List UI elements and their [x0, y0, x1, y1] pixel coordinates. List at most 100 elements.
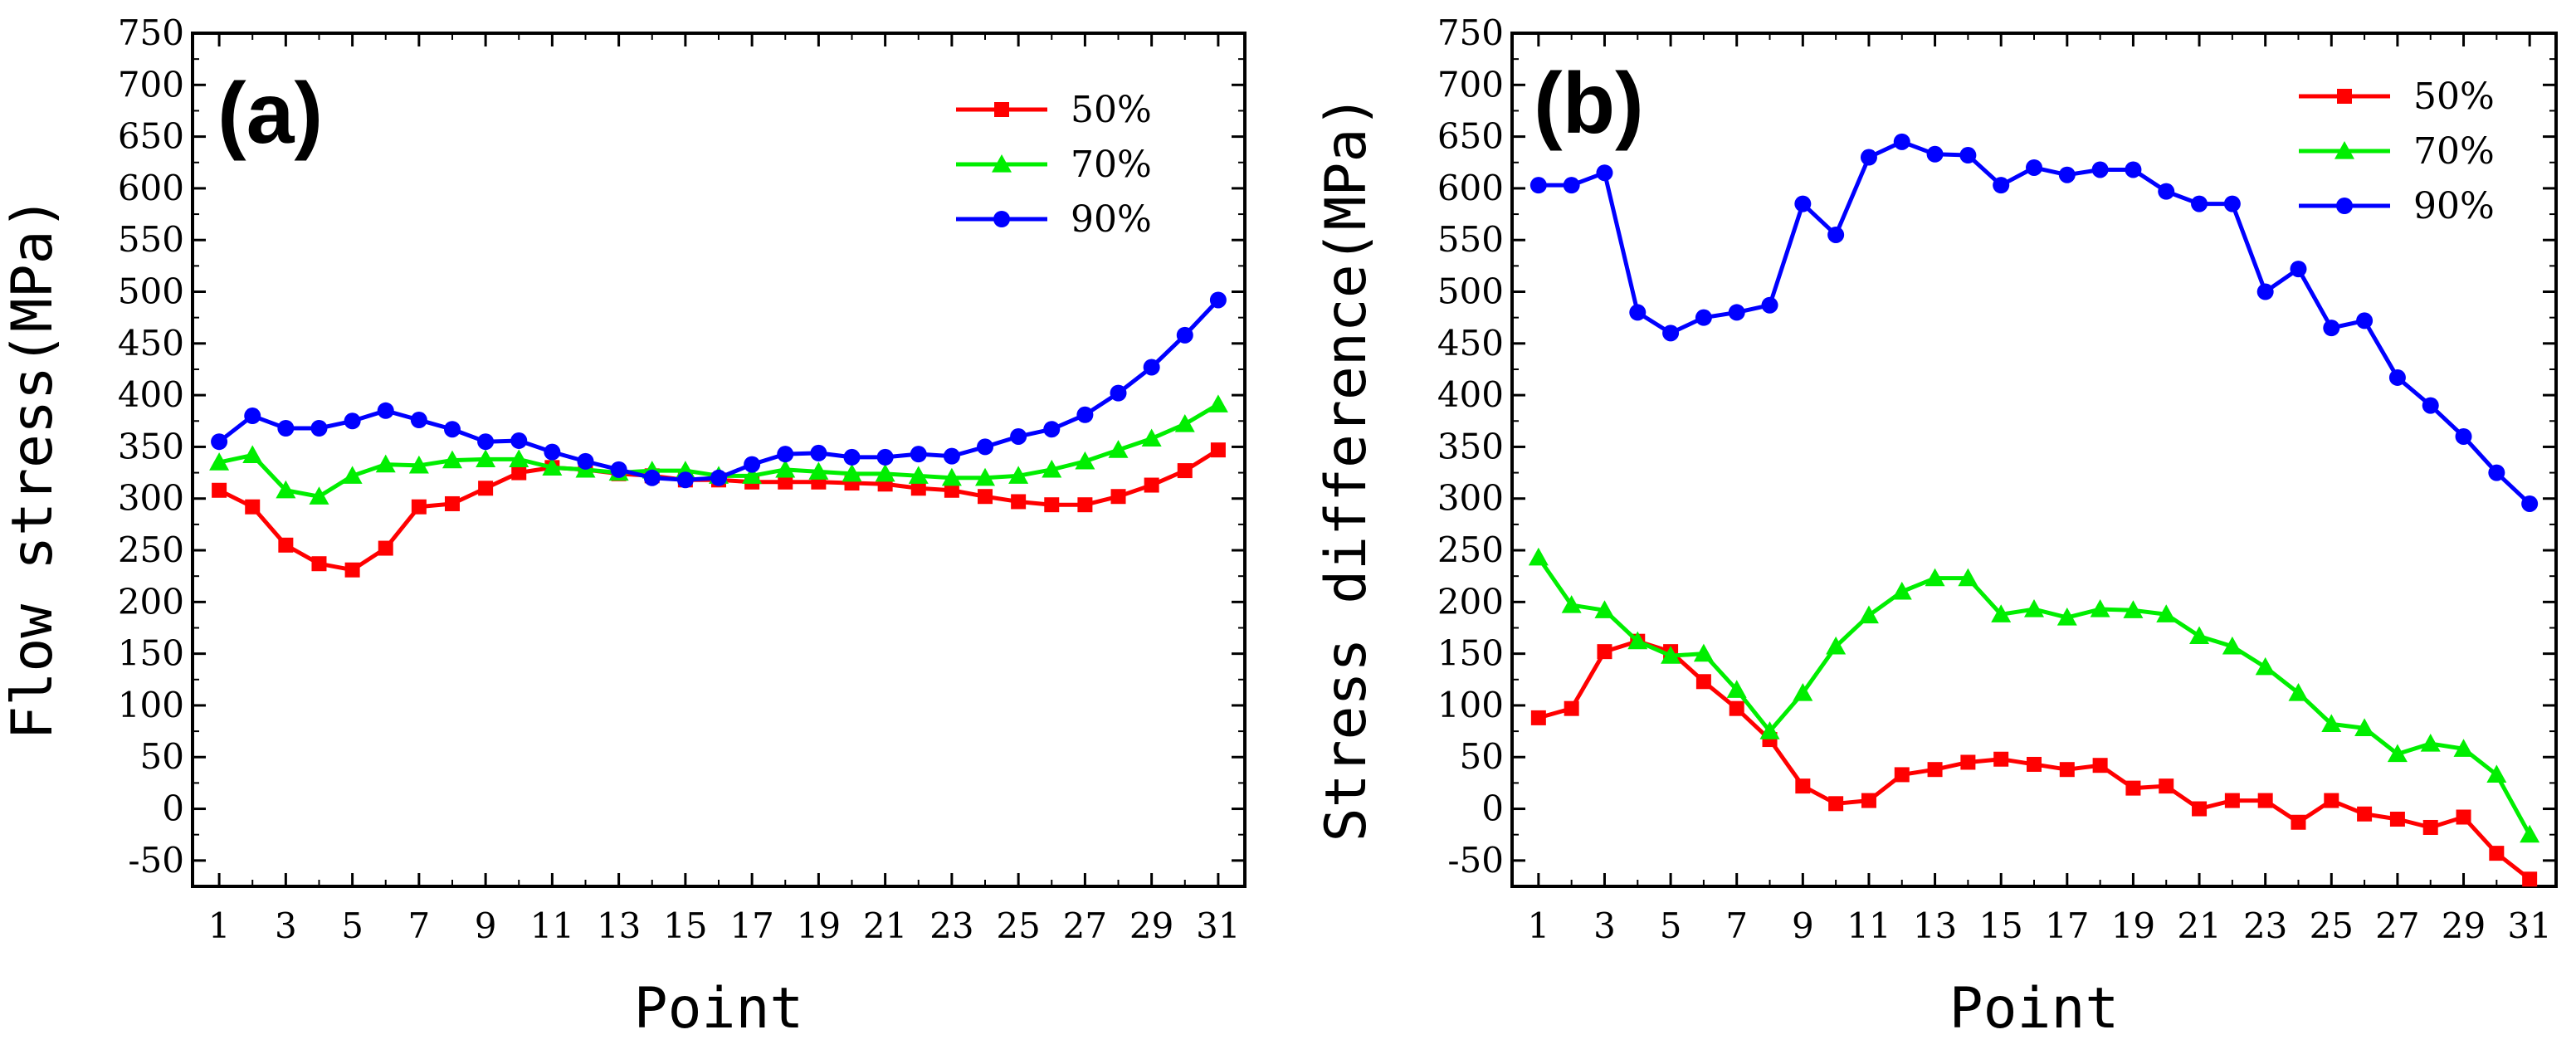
- y-tick-label: 350: [118, 426, 184, 466]
- legend-label: 70%: [1071, 144, 1152, 186]
- legend-label: 90%: [1071, 198, 1152, 241]
- data-point-70%: [1042, 459, 1062, 478]
- data-point-90%: [2356, 312, 2374, 329]
- y-tick-label: 350: [1437, 426, 1504, 466]
- data-point-70%: [2255, 656, 2276, 676]
- data-point-70%: [975, 467, 996, 486]
- y-tick-label: 50: [140, 736, 184, 777]
- x-tick-label: 27: [2375, 905, 2419, 946]
- data-point-90%: [2521, 495, 2539, 512]
- x-tick-label: 21: [863, 905, 907, 946]
- data-point-70%: [1661, 646, 1681, 664]
- y-tick-label: 300: [118, 478, 184, 519]
- data-point-70%: [775, 459, 796, 478]
- data-point-50%: [1828, 796, 1844, 812]
- legend-marker-70%: [2334, 141, 2354, 159]
- y-tick-label: -50: [1447, 840, 1504, 881]
- y-axis-title: Flow stress(MPa): [0, 196, 66, 739]
- data-point-90%: [1563, 177, 1580, 194]
- data-point-90%: [1728, 304, 1745, 321]
- x-tick-label: 5: [1660, 905, 1682, 946]
- data-point-50%: [2324, 793, 2339, 808]
- data-point-90%: [2191, 195, 2208, 212]
- x-tick-label: 29: [1129, 905, 1173, 946]
- data-point-90%: [1629, 304, 1647, 321]
- data-point-50%: [2125, 780, 2141, 796]
- data-point-50%: [2422, 819, 2438, 835]
- x-tick-label: 29: [2442, 905, 2486, 946]
- data-point-50%: [944, 482, 959, 498]
- y-tick-label: 600: [118, 168, 184, 208]
- data-point-50%: [1110, 489, 1126, 505]
- y-tick-label: 550: [118, 219, 184, 260]
- x-tick-label: 7: [407, 905, 430, 946]
- data-point-90%: [2058, 166, 2076, 183]
- data-point-50%: [411, 499, 427, 515]
- data-point-70%: [2090, 599, 2110, 617]
- data-point-50%: [1993, 751, 2009, 767]
- data-point-90%: [1893, 133, 1910, 150]
- data-point-50%: [2092, 758, 2108, 774]
- x-tick-label: 9: [1792, 905, 1814, 946]
- data-point-90%: [710, 469, 727, 486]
- data-point-50%: [511, 465, 527, 481]
- data-point-90%: [1926, 145, 1944, 163]
- data-point-70%: [2486, 764, 2507, 783]
- x-tick-label: 23: [929, 905, 973, 946]
- x-tick-label: 15: [663, 905, 707, 946]
- data-point-50%: [478, 481, 494, 496]
- data-point-50%: [1894, 767, 1910, 783]
- data-point-50%: [1597, 644, 1612, 660]
- x-tick-label: 1: [208, 905, 231, 946]
- data-point-70%: [1826, 636, 1847, 655]
- data-point-70%: [2321, 714, 2342, 732]
- data-point-50%: [2224, 793, 2240, 808]
- x-tick-label: 15: [1978, 905, 2022, 946]
- data-point-70%: [209, 452, 230, 471]
- data-point-70%: [1561, 595, 1582, 613]
- y-tick-label: 300: [1437, 478, 1504, 519]
- data-point-70%: [2420, 734, 2441, 752]
- data-point-70%: [2189, 626, 2210, 645]
- data-point-70%: [1008, 466, 1029, 484]
- data-point-90%: [211, 433, 228, 451]
- data-point-50%: [2192, 801, 2208, 817]
- data-point-90%: [244, 407, 261, 425]
- data-point-50%: [1011, 494, 1027, 510]
- data-point-90%: [1827, 226, 1845, 243]
- x-tick-label: 13: [597, 905, 641, 946]
- x-tick-label: 3: [275, 905, 297, 946]
- y-tick-label: 200: [1437, 581, 1504, 622]
- data-point-90%: [843, 448, 861, 466]
- data-point-70%: [375, 454, 396, 473]
- data-point-50%: [278, 537, 294, 553]
- x-axis-title: Point: [634, 976, 804, 1042]
- data-point-70%: [842, 463, 862, 482]
- data-point-90%: [1959, 147, 1977, 164]
- data-point-70%: [276, 480, 296, 499]
- data-point-50%: [1077, 497, 1093, 513]
- data-point-90%: [2223, 195, 2241, 212]
- data-point-70%: [1858, 605, 1879, 624]
- data-point-50%: [910, 481, 926, 496]
- y-tick-label: 450: [118, 323, 184, 364]
- x-tick-label: 31: [2507, 905, 2551, 946]
- data-point-70%: [2222, 636, 2242, 655]
- data-point-70%: [1174, 414, 1195, 432]
- y-tick-label: 500: [1437, 271, 1504, 312]
- data-point-70%: [1759, 721, 1780, 739]
- y-tick-label: 200: [118, 581, 184, 622]
- y-tick-label: 550: [1437, 219, 1504, 260]
- data-point-70%: [1925, 568, 1945, 587]
- data-point-50%: [1530, 710, 1546, 725]
- x-tick-label: 11: [1847, 905, 1891, 946]
- legend-label: 70%: [2413, 130, 2495, 173]
- x-tick-label: 25: [2310, 905, 2354, 946]
- data-point-70%: [509, 449, 529, 467]
- data-point-70%: [2288, 682, 2309, 701]
- data-point-90%: [1993, 177, 2010, 194]
- data-point-70%: [476, 449, 496, 467]
- data-point-90%: [277, 419, 295, 437]
- data-point-90%: [1761, 296, 1778, 314]
- data-point-90%: [1010, 427, 1027, 445]
